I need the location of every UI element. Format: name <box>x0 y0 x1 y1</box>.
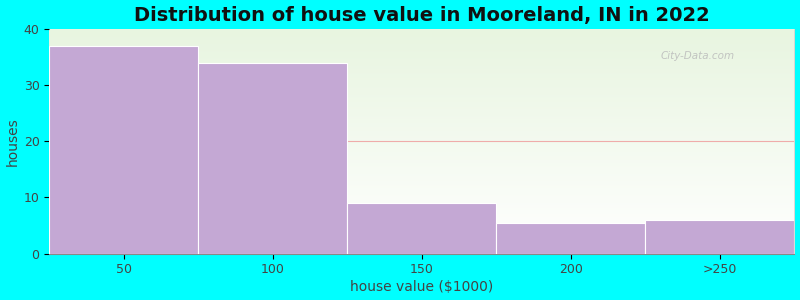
Text: City-Data.com: City-Data.com <box>660 51 734 61</box>
X-axis label: house value ($1000): house value ($1000) <box>350 280 494 294</box>
Y-axis label: houses: houses <box>6 117 19 166</box>
Bar <box>50 46 198 253</box>
Title: Distribution of house value in Mooreland, IN in 2022: Distribution of house value in Mooreland… <box>134 6 710 25</box>
Bar <box>198 63 347 254</box>
Bar <box>347 203 496 254</box>
Bar <box>496 223 646 254</box>
Bar <box>646 220 794 254</box>
